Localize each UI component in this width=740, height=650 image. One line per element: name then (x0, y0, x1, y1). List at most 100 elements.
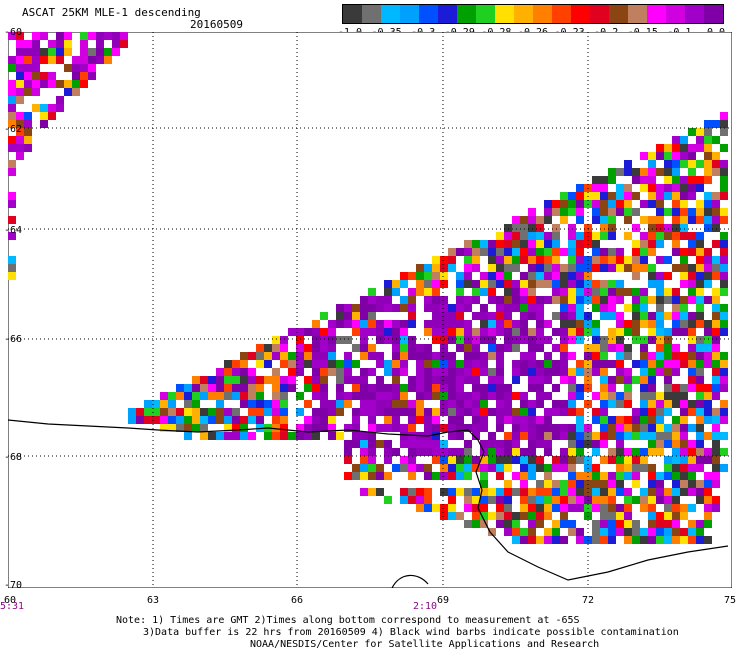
data-pixel (624, 464, 632, 472)
data-pixel (664, 464, 672, 472)
data-pixel (704, 128, 712, 136)
data-pixel (456, 336, 464, 344)
data-pixel (256, 400, 264, 408)
data-pixel (520, 528, 528, 536)
data-pixel (344, 368, 352, 376)
data-pixel (576, 312, 584, 320)
data-pixel (608, 496, 616, 504)
data-pixel (408, 336, 416, 344)
data-pixel (640, 352, 648, 360)
data-pixel (640, 368, 648, 376)
data-pixel (224, 376, 232, 384)
data-pixel (464, 408, 472, 416)
data-pixel (640, 504, 648, 512)
data-pixel (224, 408, 232, 416)
data-pixel (376, 392, 384, 400)
data-pixel (720, 192, 728, 200)
data-pixel (264, 344, 272, 352)
data-pixel (176, 416, 184, 424)
data-pixel (480, 512, 488, 520)
data-pixel (368, 392, 376, 400)
data-pixel (656, 184, 664, 192)
data-pixel (696, 176, 704, 184)
data-pixel (608, 256, 616, 264)
data-pixel (520, 432, 528, 440)
data-pixel (640, 376, 648, 384)
data-pixel (432, 448, 440, 456)
data-pixel (192, 400, 200, 408)
data-pixel (312, 408, 320, 416)
data-pixel (520, 464, 528, 472)
colorbar-swatch (666, 5, 685, 23)
data-pixel (648, 384, 656, 392)
data-pixel (528, 336, 536, 344)
data-pixel (200, 432, 208, 440)
data-pixel (344, 312, 352, 320)
data-pixel (392, 424, 400, 432)
data-pixel (608, 520, 616, 528)
data-pixel (560, 424, 568, 432)
data-pixel (24, 120, 32, 128)
data-pixel (640, 304, 648, 312)
data-pixel (600, 496, 608, 504)
data-pixel (680, 400, 688, 408)
data-pixel (424, 304, 432, 312)
data-pixel (696, 440, 704, 448)
data-pixel (544, 432, 552, 440)
data-pixel (368, 384, 376, 392)
data-pixel (424, 440, 432, 448)
data-pixel (608, 536, 616, 544)
data-pixel (24, 40, 32, 48)
data-pixel (712, 480, 720, 488)
data-pixel (648, 496, 656, 504)
data-pixel (696, 488, 704, 496)
data-pixel (288, 360, 296, 368)
data-pixel (408, 344, 416, 352)
data-pixel (720, 384, 728, 392)
data-pixel (512, 328, 520, 336)
data-pixel (528, 360, 536, 368)
data-pixel (448, 304, 456, 312)
data-pixel (680, 224, 688, 232)
data-pixel (360, 408, 368, 416)
data-pixel (272, 384, 280, 392)
data-pixel (680, 232, 688, 240)
data-pixel (704, 280, 712, 288)
data-pixel (264, 352, 272, 360)
data-pixel (448, 472, 456, 480)
data-pixel (536, 304, 544, 312)
data-pixel (448, 320, 456, 328)
data-pixel (696, 200, 704, 208)
data-pixel (424, 344, 432, 352)
data-pixel (672, 152, 680, 160)
data-pixel (480, 280, 488, 288)
data-pixel (344, 352, 352, 360)
data-pixel (688, 272, 696, 280)
data-pixel (600, 208, 608, 216)
data-pixel (8, 272, 16, 280)
data-pixel (32, 88, 40, 96)
data-pixel (704, 344, 712, 352)
data-pixel (16, 56, 24, 64)
data-pixel (616, 480, 624, 488)
data-pixel (616, 192, 624, 200)
data-pixel (624, 184, 632, 192)
data-pixel (632, 240, 640, 248)
data-pixel (352, 304, 360, 312)
data-pixel (280, 424, 288, 432)
data-pixel (536, 504, 544, 512)
data-pixel (464, 496, 472, 504)
data-pixel (712, 504, 720, 512)
data-pixel (280, 376, 288, 384)
data-pixel (8, 264, 16, 272)
data-pixel (432, 456, 440, 464)
data-pixel (576, 280, 584, 288)
data-pixel (456, 296, 464, 304)
data-pixel (568, 248, 576, 256)
data-pixel (704, 224, 712, 232)
data-pixel (544, 464, 552, 472)
data-pixel (704, 488, 712, 496)
data-pixel (632, 192, 640, 200)
data-pixel (384, 296, 392, 304)
data-pixel (512, 520, 520, 528)
